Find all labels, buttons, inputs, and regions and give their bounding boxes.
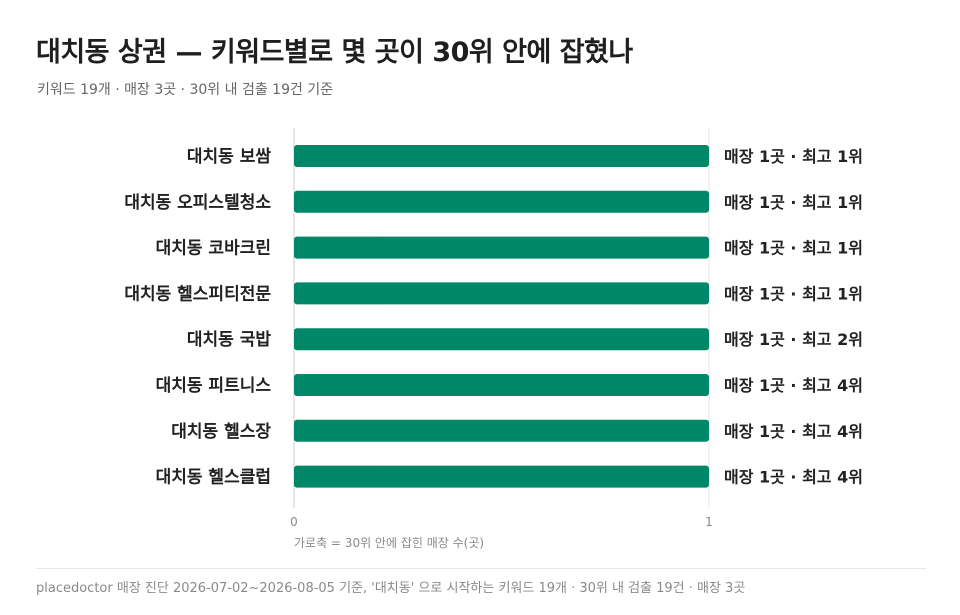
x-tick-label: 1: [705, 515, 713, 529]
data-label: 매장 1곳 · 최고 2위: [724, 330, 863, 349]
data-label: 매장 1곳 · 최고 4위: [724, 376, 863, 395]
data-label: 매장 1곳 · 최고 4위: [724, 468, 863, 487]
category-label: 대치동 보쌈: [187, 147, 271, 167]
category-label: 대치동 국밥: [187, 330, 271, 350]
data-label: 매장 1곳 · 최고 1위: [724, 147, 863, 166]
category-label: 대치동 헬스장: [171, 422, 271, 442]
category-label: 대치동 헬스클럽: [156, 468, 271, 488]
bar: [294, 145, 709, 167]
data-label: 매장 1곳 · 최고 1위: [724, 239, 863, 258]
bar: [294, 282, 709, 305]
data-label: 매장 1곳 · 최고 1위: [724, 193, 863, 212]
category-label: 대치동 피트니스: [156, 376, 272, 396]
x-tick-label: 0: [290, 515, 298, 529]
category-label: 대치동 헬스피티전문: [124, 284, 271, 304]
chart-subtitle: 키워드 19개 · 매장 3곳 · 30위 내 검출 19건 기준: [37, 82, 334, 98]
category-label: 대치동 오피스텔청소: [124, 192, 271, 213]
data-label: 매장 1곳 · 최고 4위: [724, 422, 863, 441]
bar: [294, 236, 709, 259]
chart-title: 대치동 상권 — 키워드별로 몇 곳이 30위 안에 잡혔나: [36, 37, 633, 68]
bar: [294, 419, 709, 442]
data-label: 매장 1곳 · 최고 1위: [724, 284, 863, 303]
bar: [294, 190, 709, 213]
bar: [294, 465, 709, 488]
bar: [294, 374, 709, 396]
footer-note: placedoctor 매장 진단 2026-07-02~2026-08-05 …: [36, 581, 746, 596]
bar: [294, 328, 709, 351]
x-axis-label: 가로축 = 30위 안에 잡힌 매장 수(곳): [294, 536, 484, 550]
category-label: 대치동 코바크린: [156, 239, 271, 259]
footer-divider: [36, 568, 926, 569]
